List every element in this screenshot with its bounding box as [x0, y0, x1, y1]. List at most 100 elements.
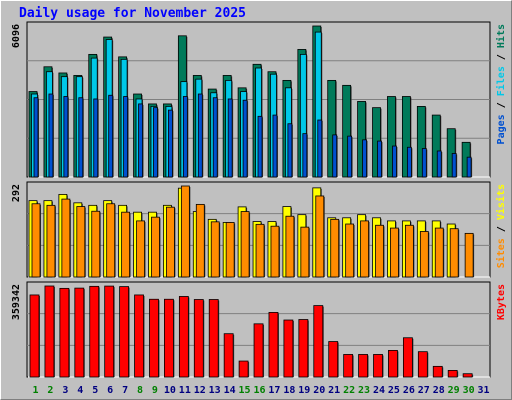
bar-kbytes-day-11	[178, 296, 189, 378]
legend-visits: Visits	[495, 184, 507, 220]
bar-pages-day-6	[108, 94, 114, 178]
x-tick-label-day-26: 26	[403, 385, 415, 396]
x-tick-label-day-12: 12	[194, 385, 206, 396]
bar-pages-day-10	[168, 109, 173, 178]
x-tick-label-day-4: 4	[77, 385, 83, 396]
bar-sites-day-4	[76, 206, 86, 278]
bar-pages-day-16	[257, 115, 263, 178]
bar-pages-day-25	[392, 145, 397, 178]
bar-sites-day-16	[255, 223, 265, 278]
bar-pages-day-13	[212, 97, 218, 178]
x-tick-label-day-6: 6	[107, 385, 113, 396]
bar-sites-day-5	[91, 210, 101, 278]
bar-kbytes-day-16	[253, 323, 264, 378]
bar-pages-day-5	[93, 98, 99, 178]
bar-kbytes-day-18	[283, 319, 294, 378]
bar-sites-day-9	[151, 216, 160, 278]
bar-pages-day-15	[242, 99, 248, 178]
bar-pages-day-12	[197, 93, 203, 178]
bar-pages-day-9	[153, 107, 158, 178]
bar-hits-day-22	[342, 84, 352, 178]
bar-sites-day-11	[180, 185, 190, 278]
x-tick-label-day-1: 1	[32, 385, 38, 396]
panel-kbytes-ymax-label: 359342	[11, 284, 22, 320]
bar-pages-day-27	[421, 148, 427, 178]
bar-pages-day-8	[138, 103, 143, 178]
bar-kbytes-day-21	[328, 341, 339, 378]
panel-hits-files-pages-series-label: Pages / Files / Hits	[495, 24, 507, 144]
x-tick-label-day-29: 29	[448, 385, 460, 396]
bar-kbytes-day-15	[238, 360, 249, 378]
x-tick-label-day-21: 21	[328, 385, 340, 396]
bar-sites-day-10	[166, 206, 175, 278]
bar-kbytes-day-25	[388, 350, 398, 378]
bar-kbytes-day-4	[74, 287, 85, 378]
legend-files: Files	[495, 66, 507, 96]
bar-sites-day-6	[106, 203, 116, 278]
x-tick-label-day-10: 10	[164, 385, 176, 396]
bar-hits-day-23	[357, 101, 366, 178]
bar-kbytes-day-14	[223, 333, 234, 378]
bar-kbytes-day-17	[268, 312, 279, 378]
bar-pages-day-22	[347, 135, 353, 178]
legend-kbytes: KBytes	[496, 284, 507, 320]
bar-kbytes-day-3	[59, 287, 70, 378]
bar-hits-day-25	[387, 96, 396, 178]
x-tick-label-day-11: 11	[179, 385, 191, 396]
bar-kbytes-day-23	[358, 354, 368, 378]
bar-kbytes-day-13	[208, 299, 219, 378]
bar-sites-day-24	[375, 224, 384, 278]
panel-kbytes-series-label: KBytes	[496, 284, 507, 320]
x-tick-label-day-19: 19	[298, 385, 310, 396]
legend-sites: Sites	[495, 238, 507, 268]
x-tick-label-day-17: 17	[268, 385, 280, 396]
bar-kbytes-day-20	[313, 305, 324, 378]
bar-pages-day-19	[302, 133, 308, 178]
x-tick-label-day-27: 27	[418, 385, 430, 396]
bar-sites-day-26	[404, 224, 414, 278]
bar-hits-day-29	[446, 128, 456, 178]
bar-pages-day-4	[78, 97, 84, 178]
x-tick-label-day-16: 16	[253, 385, 265, 396]
x-tick-label-day-18: 18	[283, 385, 295, 396]
bar-sites-day-14	[225, 222, 235, 278]
bar-kbytes-day-8	[134, 294, 144, 378]
legend-separator: /	[496, 220, 507, 238]
bar-sites-day-20	[315, 195, 325, 278]
bar-sites-day-18	[285, 215, 295, 278]
bar-kbytes-day-2	[44, 285, 55, 378]
bar-sites-day-25	[390, 227, 399, 278]
panel-visits-sites-ymax-label: 292	[11, 184, 22, 202]
bar-sites-day-21	[330, 218, 340, 278]
bar-kbytes-day-12	[193, 299, 204, 378]
bar-pages-day-28	[436, 150, 442, 178]
bar-sites-day-22	[345, 223, 355, 278]
bar-sites-day-12	[195, 203, 205, 278]
bar-sites-day-30	[464, 232, 474, 278]
x-tick-label-day-7: 7	[122, 385, 128, 396]
x-tick-label-day-24: 24	[373, 385, 385, 396]
x-tick-label-day-9: 9	[152, 385, 158, 396]
bar-kbytes-day-9	[149, 298, 159, 378]
bar-kbytes-day-24	[373, 354, 383, 378]
bar-sites-day-27	[419, 231, 429, 278]
x-tick-label-day-20: 20	[313, 385, 325, 396]
bar-pages-day-20	[317, 119, 323, 178]
x-tick-label-day-23: 23	[358, 385, 370, 396]
x-tick-label-day-5: 5	[92, 385, 98, 396]
x-tick-label-day-28: 28	[433, 385, 445, 396]
bar-hits-day-27	[416, 106, 426, 178]
bar-sites-day-1	[31, 203, 41, 278]
x-tick-label-day-15: 15	[239, 385, 251, 396]
bar-pages-day-3	[63, 96, 69, 178]
bar-sites-day-8	[136, 220, 145, 278]
bar-kbytes-day-6	[104, 285, 115, 378]
x-tick-label-day-2: 2	[47, 385, 53, 396]
bar-sites-day-13	[210, 221, 220, 278]
bar-sites-day-17	[270, 225, 280, 278]
bar-hits-day-28	[431, 114, 441, 178]
bar-pages-day-21	[332, 134, 338, 178]
legend-pages: Pages	[496, 114, 507, 144]
panel-visits-sites-series-label: Sites / Visits	[495, 184, 507, 268]
